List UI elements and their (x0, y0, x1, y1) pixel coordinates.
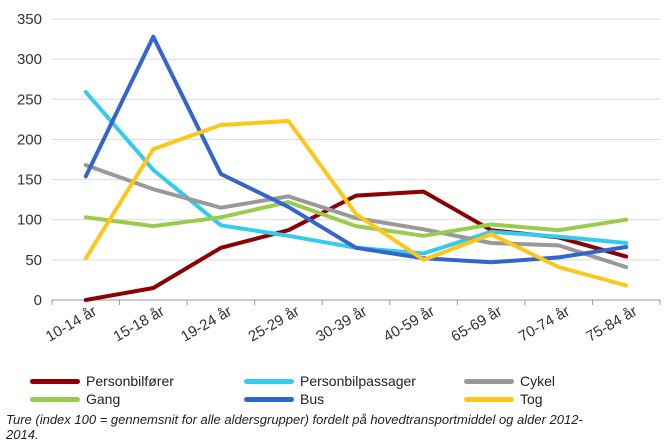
legend: Personbilfører Personbilpassager Cykel G… (30, 372, 660, 412)
chart-caption: Ture (index 100 = gennemsnit for alle al… (6, 412, 583, 442)
y-tick-label: 150 (17, 172, 42, 189)
y-tick-label: 50 (25, 252, 42, 269)
x-tick-label: 40-59 år (381, 303, 438, 346)
x-tick-label: 30-39 år (313, 303, 370, 346)
legend-label: Cykel (520, 373, 556, 389)
legend-swatch (464, 378, 514, 384)
x-tick-label: 25-29 år (246, 303, 303, 346)
y-tick-label: 100 (17, 212, 42, 229)
series-lines (83, 34, 629, 302)
legend-label: Tog (520, 391, 543, 407)
y-tick-label: 350 (17, 11, 42, 28)
series-line (83, 163, 629, 270)
legend-swatch (30, 378, 80, 384)
legend-swatch (30, 396, 80, 402)
y-tick-label: 0 (34, 292, 42, 309)
legend-label: Personbilfører (86, 373, 174, 389)
line-chart: 0 50 100 150 200 250 300 350 10-14 år 15-18 år 19… (17, 11, 661, 346)
x-tick-label: 65-69 år (448, 303, 505, 346)
legend-swatch (244, 396, 294, 402)
legend-item-gang: Gang (30, 390, 120, 408)
legend-item-personbilforer: Personbilfører (30, 372, 174, 390)
x-tick-label: 15-18 år (110, 303, 167, 346)
x-tick-label: 70-74 år (516, 303, 573, 346)
y-tick-label: 200 (17, 131, 42, 148)
x-axis: 10-14 år 15-18 år 19-24 år 25-29 år 30-39 år… (43, 299, 661, 346)
legend-item-bus: Bus (244, 390, 324, 408)
x-tick-label: 75-84 år (583, 303, 640, 346)
legend-label: Bus (300, 391, 325, 407)
gridlines (52, 18, 660, 261)
y-axis-ticks: 0 50 100 150 200 250 300 350 (17, 11, 42, 309)
legend-item-tog: Tog (464, 390, 543, 408)
series-line (83, 119, 629, 288)
x-tick-label: 19-24 år (178, 303, 235, 346)
y-tick-label: 250 (17, 91, 42, 108)
legend-swatch (464, 396, 514, 402)
series-line (83, 200, 629, 238)
series-line (83, 34, 629, 265)
legend-item-personbilpassager: Personbilpassager (244, 372, 416, 390)
y-tick-label: 300 (17, 51, 42, 68)
legend-swatch (244, 378, 294, 384)
x-tick-label: 10-14 år (43, 303, 100, 346)
legend-label: Personbilpassager (300, 373, 416, 389)
legend-item-cykel: Cykel (464, 372, 555, 390)
legend-label: Gang (86, 391, 121, 407)
